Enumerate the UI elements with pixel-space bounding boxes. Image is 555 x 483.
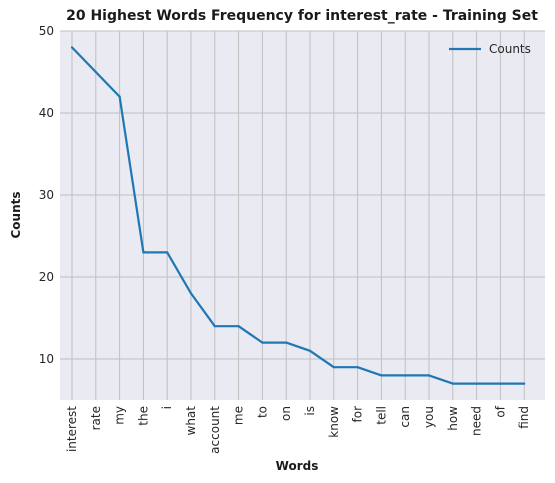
y-tick-label: 20 [39, 270, 54, 284]
data-point-i [166, 251, 169, 254]
x-tick-label: my [113, 406, 127, 425]
y-tick-label: 10 [39, 352, 54, 366]
y-tick-labels: 10 20 30 40 50 [39, 24, 54, 366]
plot-background [60, 31, 545, 400]
x-tick-label: what [184, 406, 198, 436]
x-tick-label: the [136, 406, 150, 426]
y-axis-label: Counts [9, 191, 23, 238]
x-tick-label: of [493, 405, 507, 417]
data-point-know [332, 366, 335, 369]
x-tick-label: to [255, 406, 269, 418]
data-point-of [499, 382, 502, 385]
x-tick-labels: interest rate my the i what account me to on is kno… [65, 405, 531, 454]
x-tick-label: account [208, 406, 222, 454]
y-tick-label: 50 [39, 24, 54, 38]
data-point-me [237, 325, 240, 328]
x-tick-label: need [470, 406, 484, 436]
series-line-counts [71, 46, 525, 385]
x-tick-label: you [422, 406, 436, 428]
data-point-rate [94, 70, 97, 74]
data-point-to [261, 341, 264, 344]
data-point-you [427, 374, 431, 377]
data-point-the [142, 251, 145, 254]
data-point-interest [70, 46, 74, 49]
x-tick-label: tell [374, 406, 388, 425]
x-tick-label: can [398, 406, 412, 428]
data-point-can [404, 374, 407, 377]
data-point-need [475, 382, 478, 385]
x-tick-label: me [232, 406, 246, 425]
x-tick-label: how [446, 406, 460, 431]
x-tick-label: rate [89, 406, 103, 430]
legend-label-counts: Counts [489, 42, 531, 56]
y-tick-label: 30 [39, 188, 54, 202]
data-point-on [285, 341, 288, 344]
x-tick-label: interest [65, 406, 79, 452]
x-tick-label: is [303, 406, 317, 416]
data-point-what [189, 292, 193, 295]
data-point-how [451, 382, 454, 385]
x-axis-label: Words [276, 459, 319, 473]
data-point-my [118, 95, 121, 98]
x-tick-label: find [517, 406, 531, 429]
data-point-account [213, 325, 216, 328]
data-point-tell [380, 374, 383, 377]
data-point-is [308, 349, 312, 352]
x-tick-label: for [351, 406, 365, 423]
x-tick-label: on [279, 406, 293, 421]
x-tick-label: i [160, 406, 174, 409]
grid-lines [60, 30, 545, 400]
x-tick-label: know [327, 406, 341, 438]
y-tick-label: 40 [39, 106, 54, 120]
data-point-for [356, 366, 359, 369]
data-point-find [523, 382, 526, 385]
chart-title: 20 Highest Words Frequency for interest_… [66, 8, 538, 24]
legend: Counts [449, 42, 531, 56]
